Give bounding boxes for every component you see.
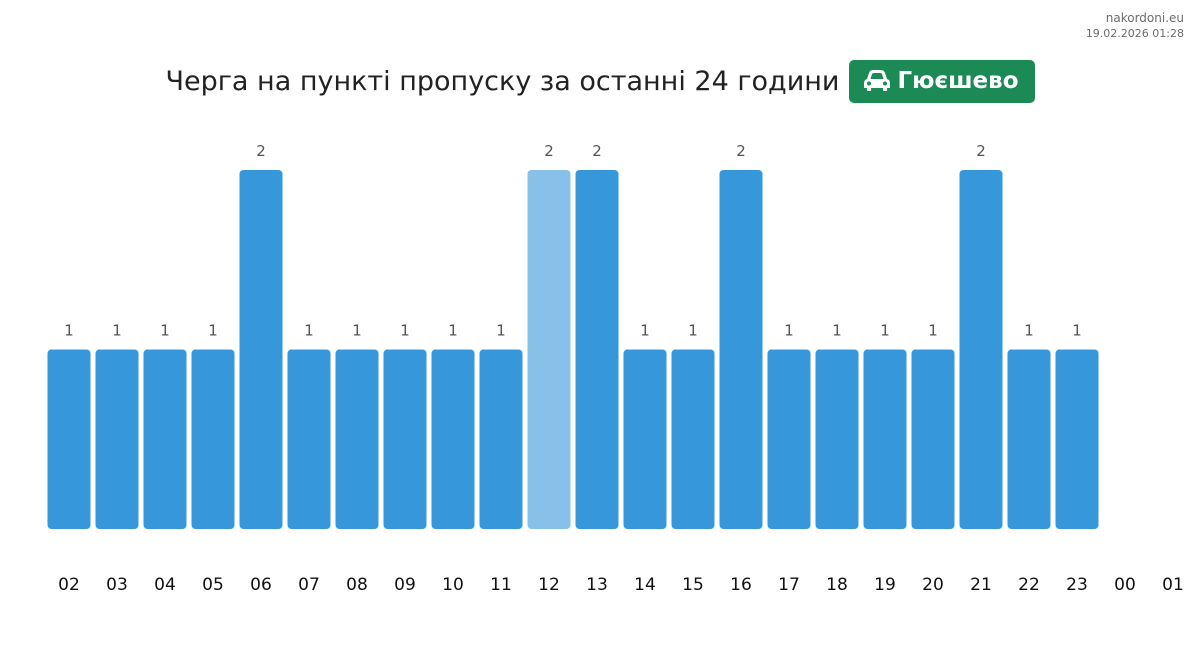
data-label-07: 1 [304, 322, 314, 340]
data-label-21: 2 [976, 142, 986, 160]
data-label-16: 2 [736, 142, 746, 160]
chart-title: Черга на пункті пропуску за останні 24 г… [165, 65, 840, 97]
x-tick-label-16: 16 [730, 575, 752, 595]
data-label-22: 1 [1024, 322, 1034, 340]
x-tick-label-05: 05 [202, 575, 224, 595]
bar-22 [1007, 349, 1051, 529]
x-tick-label-13: 13 [586, 575, 608, 595]
bar-23 [1055, 349, 1099, 529]
data-label-17: 1 [784, 322, 794, 340]
x-tick-label-07: 07 [298, 575, 320, 595]
bar-02 [47, 349, 91, 529]
data-label-04: 1 [160, 322, 170, 340]
bar-03 [95, 349, 139, 529]
data-label-10: 1 [448, 322, 458, 340]
bar-17 [767, 349, 811, 529]
source-timestamp: 19.02.2026 01:28 [1085, 27, 1184, 40]
source-site: nakordoni.eu [1105, 11, 1184, 25]
data-label-06: 2 [256, 142, 266, 160]
bar-12 [527, 170, 571, 529]
chart-header: Черга на пункті пропуску за останні 24 г… [0, 59, 1200, 103]
data-label-09: 1 [400, 322, 410, 340]
bar-06 [239, 170, 283, 529]
x-tick-label-06: 06 [250, 575, 272, 595]
x-tick-label-15: 15 [682, 575, 704, 595]
bar-15 [671, 349, 715, 529]
x-tick-label-04: 04 [154, 575, 176, 595]
x-tick-label-00: 00 [1114, 575, 1136, 595]
data-label-11: 1 [496, 322, 506, 340]
data-label-05: 1 [208, 322, 218, 340]
bar-13 [575, 170, 619, 529]
x-tick-label-02: 02 [58, 575, 80, 595]
data-label-18: 1 [832, 322, 842, 340]
data-label-02: 1 [64, 322, 74, 340]
data-label-08: 1 [352, 322, 362, 340]
x-tick-label-18: 18 [826, 575, 848, 595]
bar-04 [143, 349, 187, 529]
data-label-23: 1 [1072, 322, 1082, 340]
data-label-20: 1 [928, 322, 938, 340]
x-tick-label-03: 03 [106, 575, 128, 595]
car-icon [864, 70, 891, 91]
bar-05 [191, 349, 235, 529]
x-tick-label-08: 08 [346, 575, 368, 595]
data-label-13: 2 [592, 142, 602, 160]
x-tick-label-01: 01 [1162, 575, 1184, 595]
checkpoint-name: Гюєшево [897, 68, 1019, 94]
bar-21 [959, 170, 1003, 529]
bar-08 [335, 349, 379, 529]
data-label-03: 1 [112, 322, 122, 340]
bar-20 [911, 349, 955, 529]
checkpoint-badge: Гюєшево [849, 59, 1035, 103]
x-tick-label-22: 22 [1018, 575, 1040, 595]
bar-09 [383, 349, 427, 529]
x-tick-label-14: 14 [634, 575, 656, 595]
data-label-19: 1 [880, 322, 890, 340]
bar-07 [287, 349, 331, 529]
data-label-14: 1 [640, 322, 650, 340]
x-tick-label-10: 10 [442, 575, 464, 595]
x-tick-label-23: 23 [1066, 575, 1088, 595]
bar-18 [815, 349, 859, 529]
data-label-15: 1 [688, 322, 698, 340]
bar-14 [623, 349, 667, 529]
x-tick-label-21: 21 [970, 575, 992, 595]
x-tick-label-09: 09 [394, 575, 416, 595]
data-label-12: 2 [544, 142, 554, 160]
x-tick-label-19: 19 [874, 575, 896, 595]
x-tick-label-12: 12 [538, 575, 560, 595]
x-tick-label-20: 20 [922, 575, 944, 595]
bar-19 [863, 349, 907, 529]
x-tick-label-11: 11 [490, 575, 512, 595]
bar-10 [431, 349, 475, 529]
bar-11 [479, 349, 523, 529]
source-info: nakordoni.eu 19.02.2026 01:28 [1086, 10, 1184, 42]
x-tick-label-17: 17 [778, 575, 800, 595]
bar-16 [719, 170, 763, 529]
